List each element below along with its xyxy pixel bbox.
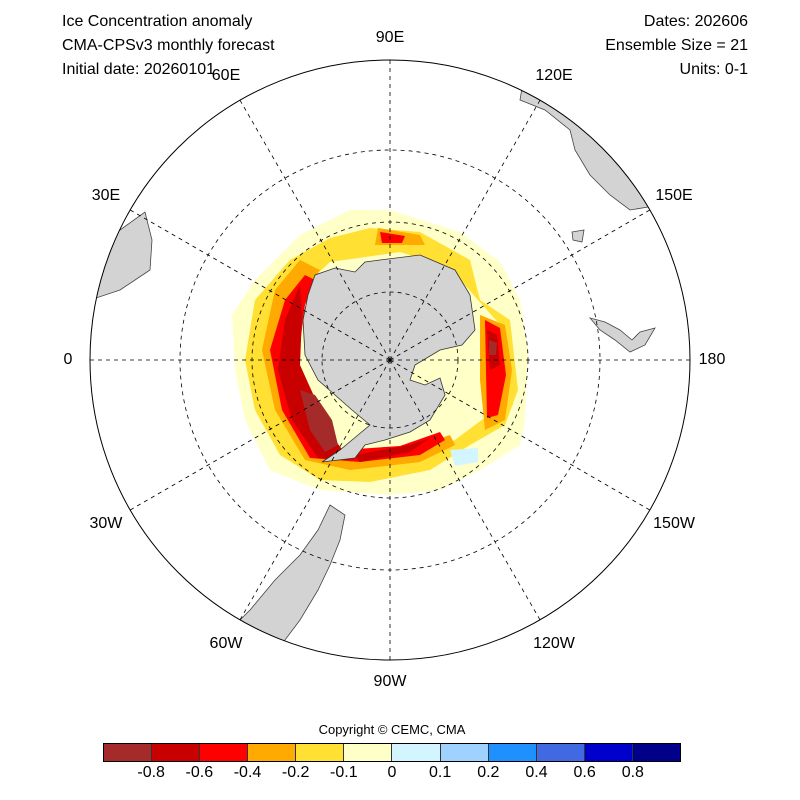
tasmania-land: [571, 229, 585, 243]
colorbar-tick-label: 0.4: [525, 764, 548, 781]
south-america-land: [179, 504, 346, 660]
colorbar-swatch: [392, 744, 441, 761]
colorbar-swatch: [440, 744, 489, 761]
colorbar-tick-label: -0.1: [330, 764, 358, 781]
longitude-label: 60E: [211, 66, 241, 84]
new-zealand-land: [588, 317, 656, 353]
colorbar-tick-label: 0.1: [429, 764, 452, 781]
colorbar-swatch: [344, 744, 393, 761]
map-boundary: [89, 59, 691, 661]
units: Units: 0-1: [679, 61, 748, 78]
colorbar-swatch: [152, 744, 201, 761]
colorbar-swatch: [488, 744, 537, 761]
colorbar-tick-label: -0.6: [185, 764, 214, 781]
longitude-label: 120W: [533, 635, 575, 653]
ensemble-size: Ensemble Size = 21: [605, 37, 748, 54]
meridian-line: [389, 99, 541, 361]
longitude-label: 150E: [655, 187, 693, 204]
meridian-line: [239, 99, 391, 361]
colorbar-swatch: [584, 744, 633, 761]
longitude-label: 60W: [209, 635, 243, 653]
colorbar-tick-label: -0.4: [233, 764, 262, 781]
colorbar-tick-label: -0.2: [281, 764, 310, 781]
colorbar-swatch: [200, 744, 249, 761]
meridian-line: [129, 359, 391, 511]
colorbar-swatch: [296, 744, 345, 761]
colorbar-tick-label: 0.2: [477, 764, 500, 781]
anomaly-band-positive-0.1: [450, 448, 478, 466]
meridian-line: [129, 209, 391, 361]
longitude-label: 90W: [373, 673, 407, 690]
longitude-label: 30E: [91, 187, 121, 204]
meridian-line: [239, 359, 391, 621]
map-subtitle: CMA-CPSv3 monthly forecast: [62, 37, 275, 54]
colorbar-swatch: [632, 744, 680, 761]
anomaly-band-minus-0.8: [278, 285, 500, 462]
longitude-label: 120E: [535, 66, 573, 84]
longitude-label: 150W: [653, 515, 695, 532]
copyright: Copyright © CEMC, CMA: [318, 722, 466, 737]
graticule: [90, 60, 690, 660]
colorbar-swatch: [104, 744, 153, 761]
colorbar-tick-label: -0.8: [137, 764, 165, 781]
initial-date: Initial date: 20260101: [62, 61, 216, 78]
colorbar: [103, 743, 681, 762]
longitude-label: 90E: [375, 29, 405, 46]
meridian-line: [389, 209, 651, 361]
colorbar-tick-label: 0.6: [573, 764, 596, 781]
australia-land: [519, 60, 690, 211]
colorbar-tick-label: 0.8: [621, 764, 644, 781]
longitude-label: 30W: [89, 515, 123, 532]
longitude-label: 180: [698, 351, 726, 368]
meridian-line: [389, 359, 651, 511]
longitude-label: 0: [63, 351, 73, 368]
colorbar-tick-label: 0: [387, 764, 397, 781]
map-title: Ice Concentration anomaly: [62, 13, 253, 30]
meridian-line: [389, 359, 541, 621]
colorbar-swatch: [248, 744, 297, 761]
forecast-dates: Dates: 202606: [643, 13, 748, 30]
africa-land: [90, 211, 153, 301]
colorbar-swatch: [536, 744, 585, 761]
anomaly-band-below-minus-0.8: [300, 340, 497, 452]
